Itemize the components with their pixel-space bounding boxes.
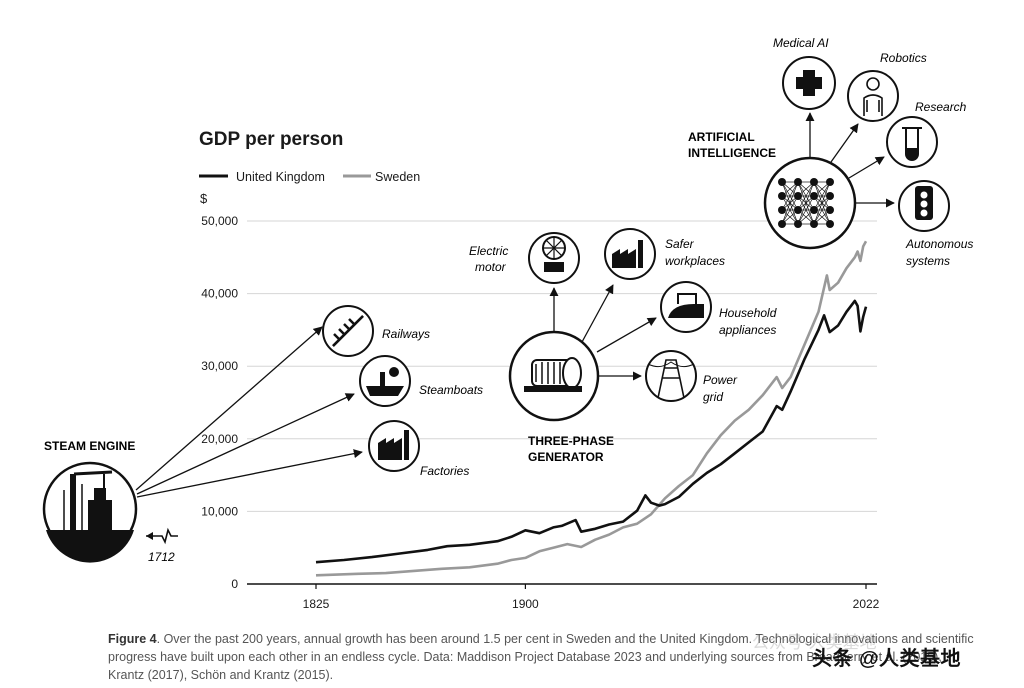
generator-label-2: GENERATOR [528, 450, 604, 464]
railways-label: Railways [382, 327, 430, 341]
y-tick-label: 40,000 [201, 287, 238, 301]
steam-engine-label: STEAM ENGINE [44, 439, 135, 453]
steamboats-label: Steamboats [419, 383, 483, 397]
robotics-label: Robotics [880, 51, 927, 65]
autonomous-systems-label-2: systems [906, 254, 950, 268]
research-icon [886, 116, 938, 168]
electric-motor-label-1: Electric [469, 244, 508, 258]
y-tick-label: 0 [231, 577, 238, 591]
caption-text: . Over the past 200 years, annual growth… [108, 632, 974, 682]
legend-label-uk: United Kingdom [236, 170, 325, 184]
robotics-icon [847, 70, 899, 122]
legend-label-sweden: Sweden [375, 170, 420, 184]
research-label: Research [915, 100, 967, 114]
x-tick-label: 1825 [303, 597, 330, 611]
watermark-ghost: 公众号·人类基地 [752, 633, 877, 652]
generator-label-1: THREE-PHASE [528, 434, 614, 448]
safer-workplaces-label-1: Safer [665, 237, 695, 251]
watermark: 头条 @人类基地 [812, 648, 962, 670]
y-tick-label: 50,000 [201, 214, 238, 228]
series-line-sweden [315, 240, 868, 577]
year-1712: 1712 [148, 550, 175, 564]
power-grid-icon [645, 350, 697, 402]
household-appliances-label-2: appliances [719, 323, 776, 337]
y-tick-label: 10,000 [201, 504, 238, 518]
medical-ai-label: Medical AI [773, 36, 829, 50]
figure-label: Figure 4 [108, 632, 157, 646]
y-tick-label: 30,000 [201, 359, 238, 373]
ai-label-2: INTELLIGENCE [688, 146, 776, 160]
x-tick-label: 2022 [853, 597, 880, 611]
x-tick-label: 1900 [512, 597, 539, 611]
power-grid-label-2: grid [703, 390, 723, 404]
axis-ticks: 0 10,000 20,000 30,000 40,000 50,000 1825 1900 2… [201, 214, 879, 611]
autonomous-systems-label-1: Autonomous [905, 237, 973, 251]
series [315, 240, 868, 577]
generator-annotation: THREE-PHASE GENERATOR Electric motor Saf… [469, 228, 777, 464]
ai-annotation: ARTIFICIAL INTELLIGENCE Medical AI Robot… [688, 36, 973, 268]
figure-caption: Figure 4. Over the past 200 years, annua… [108, 630, 978, 684]
electric-motor-label-2: motor [475, 260, 507, 274]
y-axis-unit: $ [200, 191, 208, 206]
steam-engine-annotation: STEAM ENGINE 1712 Railways Steamboats Fa… [42, 305, 483, 564]
household-appliances-label-1: Household [719, 306, 777, 320]
chart-title: GDP per person [199, 129, 343, 150]
ai-label-1: ARTIFICIAL [688, 130, 755, 144]
safer-workplaces-label-2: workplaces [665, 254, 725, 268]
factories-label: Factories [420, 464, 469, 478]
series-line-united-kingdom [315, 299, 868, 564]
power-grid-label-1: Power [703, 373, 738, 387]
y-tick-label: 20,000 [201, 432, 238, 446]
